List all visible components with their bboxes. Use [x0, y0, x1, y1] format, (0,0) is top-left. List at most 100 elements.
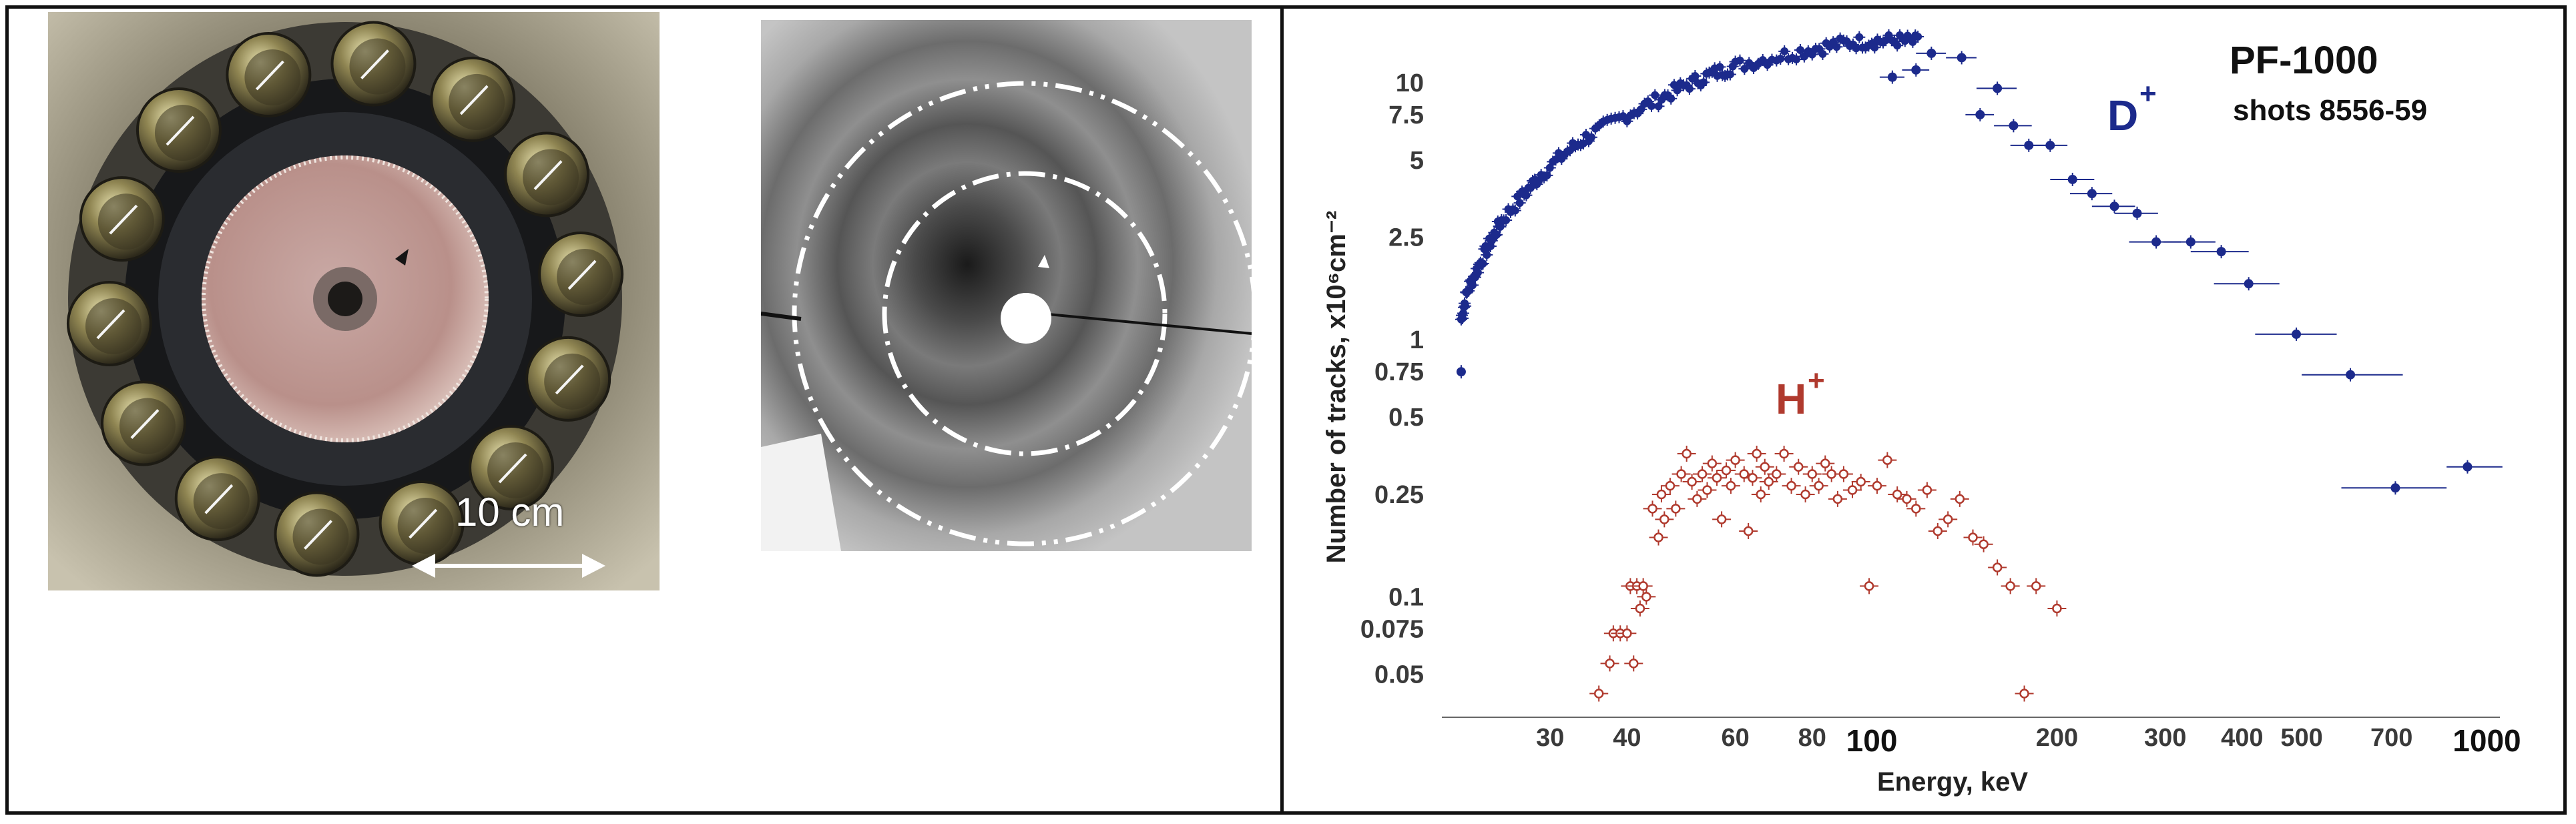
d-point — [1818, 49, 1827, 58]
d-point — [2151, 237, 2161, 247]
h-point — [1671, 504, 1681, 514]
detector-cups — [66, 21, 624, 577]
detector-cup-wire — [96, 309, 125, 340]
h-point — [1702, 485, 1712, 495]
d-point — [1975, 109, 1985, 119]
h-point — [1665, 480, 1676, 491]
h-point — [1979, 539, 1989, 549]
d-point — [1551, 155, 1560, 164]
d-point — [2390, 483, 2400, 493]
detector-holder-photo: 10 cm — [48, 12, 660, 590]
d-point — [2463, 462, 2473, 472]
h-point — [1653, 532, 1663, 542]
h-point — [1872, 480, 1882, 491]
y-tick-label: 1 — [1410, 326, 1424, 354]
d-point — [1515, 199, 1524, 208]
d-point — [2216, 247, 2226, 257]
d-point — [1740, 65, 1749, 73]
y-tick-label: 7.5 — [1388, 101, 1424, 129]
d-point — [1522, 191, 1531, 199]
h-series-points — [1589, 446, 2067, 702]
detector-cup-wire — [459, 85, 489, 115]
h-plus-label: H — [1776, 375, 1806, 423]
y-tick-label: 0.1 — [1388, 583, 1424, 611]
d-point — [1465, 286, 1473, 295]
h-point — [1832, 494, 1843, 504]
d-point — [2346, 370, 2356, 380]
x-tick-label: 100 — [1846, 723, 1898, 758]
detector-cup-wire — [109, 204, 138, 235]
d-point — [1780, 47, 1789, 55]
x-tick-label: 300 — [2144, 724, 2186, 752]
h-point — [1772, 469, 1782, 479]
h-point — [1786, 480, 1796, 491]
h-point — [1641, 592, 1651, 602]
h-point — [1692, 494, 1702, 504]
detector-cup-inner — [193, 473, 250, 530]
d-point — [2185, 237, 2196, 247]
y-tick-label: 0.25 — [1374, 481, 1424, 509]
h-point — [1730, 455, 1740, 465]
x-tick-label: 500 — [2280, 724, 2322, 752]
d-point — [1587, 133, 1595, 141]
d-point — [1926, 48, 1937, 58]
d-point — [1545, 163, 1554, 172]
y-tick-label: 0.05 — [1374, 661, 1424, 689]
x-axis-title: Energy, keV — [1877, 767, 2028, 797]
h-point — [1687, 476, 1697, 487]
d-point — [1736, 56, 1744, 65]
h-point — [1760, 462, 1770, 472]
x-tick-label: 80 — [1798, 724, 1826, 752]
d-point — [1473, 268, 1482, 277]
detector-cup-inner — [487, 442, 544, 498]
d-point — [2244, 279, 2254, 289]
y-tick-label: 5 — [1410, 147, 1424, 175]
x-tick-label: 1000 — [2453, 723, 2521, 758]
h-point — [1739, 469, 1750, 479]
d-point — [1691, 71, 1700, 80]
h-point — [1605, 659, 1615, 669]
d-point — [1654, 102, 1663, 111]
d-point — [2045, 140, 2055, 150]
x-tick-label: 400 — [2221, 724, 2263, 752]
d-point — [1651, 91, 1659, 99]
detector-cup-inner — [544, 353, 601, 410]
h-point — [1676, 469, 1686, 479]
h-point — [1707, 458, 1718, 468]
d-series-dense — [1455, 29, 1924, 326]
h-point — [1968, 532, 1978, 542]
h-point — [1716, 514, 1727, 524]
h-point — [1807, 469, 1818, 479]
d-point — [1456, 367, 1466, 377]
h-point — [1712, 472, 1722, 483]
d-point — [1461, 302, 1470, 310]
detector-cup-inner — [85, 298, 142, 354]
d-point — [1852, 44, 1860, 53]
h-point — [1756, 489, 1766, 500]
d-point — [1496, 222, 1505, 231]
d-point — [1623, 117, 1631, 125]
detector-cup-wire — [409, 508, 438, 539]
h-point — [1847, 485, 1858, 495]
h-point — [1911, 504, 1921, 514]
figure-frame — [5, 5, 2567, 815]
h-point — [1743, 526, 1754, 536]
d-point — [2132, 208, 2142, 218]
d-point — [1673, 86, 1682, 95]
d-point — [1685, 85, 1694, 93]
h-point — [1820, 458, 1830, 468]
y-tick-label: 10 — [1396, 69, 1424, 97]
h-plus-superscript: + — [1808, 364, 1825, 397]
x-tick-label: 40 — [1613, 724, 1641, 752]
h-point — [1748, 472, 1758, 483]
h-point — [1697, 469, 1708, 479]
detector-cup-wire — [498, 453, 527, 484]
x-tick-label: 200 — [2036, 724, 2078, 752]
detector-cup-inner — [557, 249, 613, 306]
h-point — [1793, 462, 1804, 472]
chart-subtitle: shots 8556-59 — [2233, 94, 2427, 127]
detector-cup-inner — [292, 508, 349, 565]
d-point — [1511, 206, 1519, 215]
d-point — [2067, 174, 2077, 184]
detector-cup-wire — [130, 409, 160, 439]
